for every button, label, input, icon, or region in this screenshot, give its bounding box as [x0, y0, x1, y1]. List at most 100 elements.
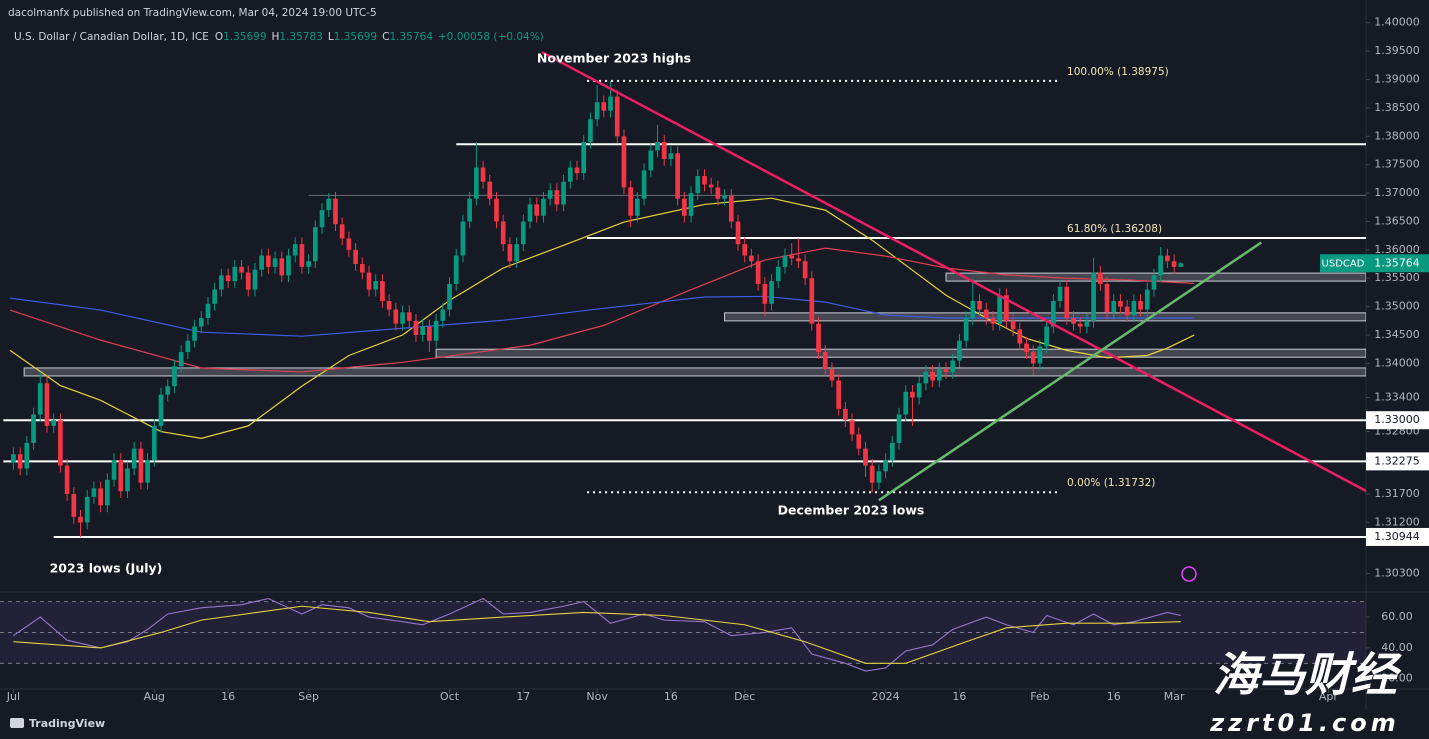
candle-body	[695, 176, 701, 194]
support-zone	[23, 367, 1366, 377]
candle-body	[1071, 317, 1076, 324]
candle-body	[675, 153, 680, 199]
candle-body	[836, 380, 842, 409]
candle-body	[413, 320, 419, 336]
candle-body	[138, 448, 144, 483]
candle-body	[1077, 323, 1083, 327]
y-tick-label: 1.39000	[1374, 72, 1420, 85]
candle-body	[950, 360, 956, 372]
candle-body	[306, 261, 311, 267]
candle-body	[467, 198, 472, 222]
candle-body	[728, 195, 734, 222]
y-tick-label: 1.38500	[1374, 101, 1420, 114]
candle-body	[198, 317, 204, 327]
candle-body	[299, 244, 305, 267]
x-tick-label: Sep	[298, 690, 319, 703]
candle-body	[708, 184, 714, 188]
candle-body	[380, 281, 385, 301]
candle-body	[71, 494, 77, 517]
y-tick-label: 20.00	[1381, 672, 1413, 685]
candle-body	[903, 391, 909, 415]
candle-body	[252, 269, 258, 290]
candle-body	[219, 275, 224, 290]
candle-body	[125, 468, 130, 492]
candle-body	[427, 326, 432, 341]
x-tick-label: 16	[221, 690, 235, 703]
candle-body	[648, 150, 654, 171]
candle-body	[688, 193, 694, 216]
price-tag	[1366, 254, 1429, 273]
candle-body	[943, 369, 949, 372]
close-value: 1.35764	[389, 31, 433, 43]
y-tick-label: 1.33400	[1374, 390, 1420, 403]
candle-body	[11, 454, 16, 463]
candle-body	[977, 300, 982, 310]
candle-body	[621, 136, 627, 188]
x-tick-label: Dec	[734, 690, 755, 703]
candle-body	[279, 258, 285, 276]
candle-body	[245, 272, 251, 290]
y-tick-label: 1.39500	[1374, 44, 1420, 57]
candle-body	[145, 459, 150, 483]
candle-body	[796, 258, 801, 262]
high-value: 1.35783	[279, 31, 322, 43]
ohlc-prefix: H	[272, 31, 280, 43]
logo-icon	[10, 718, 24, 728]
candle-body	[319, 210, 325, 228]
main-pane: 100.00% (1.38975) 61.80% (1.36208) 0.00% (…	[3, 51, 1366, 538]
candle-body	[366, 272, 372, 290]
level-tag-label: 1.30944	[1374, 530, 1420, 543]
candle-body	[326, 198, 332, 211]
y-tick-label: 1.30300	[1374, 567, 1420, 580]
x-tick-label: Apr	[1319, 690, 1339, 703]
candle-body	[266, 255, 271, 267]
candle-body	[930, 371, 935, 381]
y-tick-label: 1.34500	[1374, 328, 1420, 341]
candle-body	[131, 448, 137, 469]
candle-body	[520, 221, 526, 245]
candle-body	[1024, 343, 1029, 353]
y-tick-label: 1.31700	[1374, 487, 1420, 500]
candle-body	[541, 198, 546, 216]
candle-body	[1084, 320, 1090, 327]
candle-body	[561, 181, 566, 205]
candle-body	[843, 408, 848, 421]
candle-body	[527, 204, 533, 222]
candle-body	[661, 141, 667, 159]
candle-body	[668, 153, 674, 159]
y-tick-label: 1.34000	[1374, 356, 1420, 369]
publisher: dacolmanfx published on TradingView.com,…	[8, 7, 377, 19]
low-value: 1.35699	[334, 31, 377, 43]
candle-body	[111, 459, 117, 480]
moving-average	[9, 197, 1195, 439]
candle-body	[594, 102, 600, 120]
moving-average	[9, 247, 1195, 373]
candle-body	[581, 141, 587, 174]
candle-body	[849, 420, 855, 435]
symbol-tag	[1320, 254, 1366, 273]
candle-body	[84, 496, 90, 523]
candle-body	[775, 266, 781, 282]
candle-body	[158, 394, 164, 426]
candle-body	[641, 170, 647, 199]
candle-body	[1057, 286, 1063, 301]
candle-body	[460, 221, 466, 256]
y-tick-label: 1.37000	[1374, 186, 1420, 199]
candle-body	[1051, 300, 1056, 327]
candle-body	[1037, 346, 1043, 364]
y-tick-label: 1.35000	[1374, 300, 1420, 313]
alert-icon[interactable]	[1181, 566, 1197, 582]
level-tag-label: 1.32275	[1374, 454, 1420, 467]
candle-body	[400, 312, 405, 324]
candle-body	[172, 366, 177, 387]
ohlc-prefix: L	[328, 31, 334, 43]
x-tick-label: Aug	[144, 690, 165, 703]
open-value: 1.35699	[223, 31, 266, 43]
candle-body	[24, 442, 30, 469]
instrument: U.S. Dollar / Canadian Dollar, 1D, ICE	[14, 31, 209, 43]
fib-label: 61.80% (1.36208)	[1067, 223, 1162, 235]
candle-body	[393, 309, 399, 324]
candle-body	[78, 516, 83, 523]
candle-body	[769, 281, 774, 304]
candle-body	[574, 167, 580, 174]
